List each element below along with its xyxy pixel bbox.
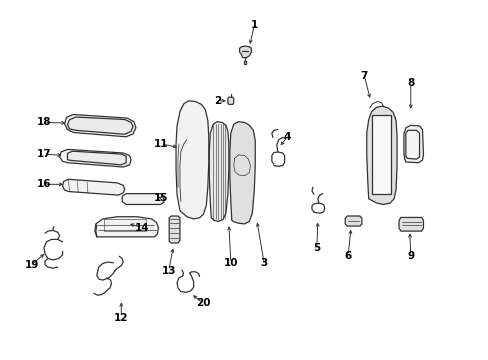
- Text: 13: 13: [161, 266, 176, 276]
- Polygon shape: [64, 114, 136, 137]
- Text: 9: 9: [407, 251, 413, 261]
- Polygon shape: [371, 115, 390, 194]
- Polygon shape: [67, 151, 126, 165]
- Polygon shape: [169, 216, 180, 243]
- Text: 11: 11: [154, 139, 168, 149]
- Text: 7: 7: [360, 71, 367, 81]
- Polygon shape: [62, 179, 124, 195]
- Polygon shape: [67, 117, 133, 134]
- Text: 6: 6: [344, 251, 351, 261]
- Polygon shape: [405, 130, 419, 159]
- Polygon shape: [398, 217, 423, 231]
- Text: 1: 1: [250, 20, 257, 30]
- Text: 2: 2: [214, 96, 221, 106]
- Polygon shape: [239, 46, 251, 58]
- Polygon shape: [176, 101, 208, 219]
- Text: 14: 14: [134, 222, 149, 233]
- Polygon shape: [95, 217, 158, 237]
- Polygon shape: [403, 125, 423, 163]
- Polygon shape: [227, 97, 233, 104]
- Text: 20: 20: [195, 298, 210, 308]
- Polygon shape: [366, 106, 396, 204]
- Polygon shape: [122, 194, 163, 204]
- Polygon shape: [229, 122, 255, 224]
- Polygon shape: [60, 149, 131, 167]
- Polygon shape: [345, 216, 361, 226]
- Polygon shape: [209, 122, 228, 221]
- Text: 8: 8: [407, 78, 413, 88]
- Text: 16: 16: [37, 179, 51, 189]
- Text: 3: 3: [260, 258, 267, 268]
- Text: 15: 15: [154, 193, 168, 203]
- Text: 5: 5: [313, 243, 320, 253]
- Text: 17: 17: [37, 149, 51, 159]
- Text: 12: 12: [114, 312, 128, 323]
- Text: 19: 19: [24, 260, 39, 270]
- Text: 18: 18: [37, 117, 51, 127]
- Text: 4: 4: [283, 132, 291, 142]
- Text: 10: 10: [223, 258, 238, 268]
